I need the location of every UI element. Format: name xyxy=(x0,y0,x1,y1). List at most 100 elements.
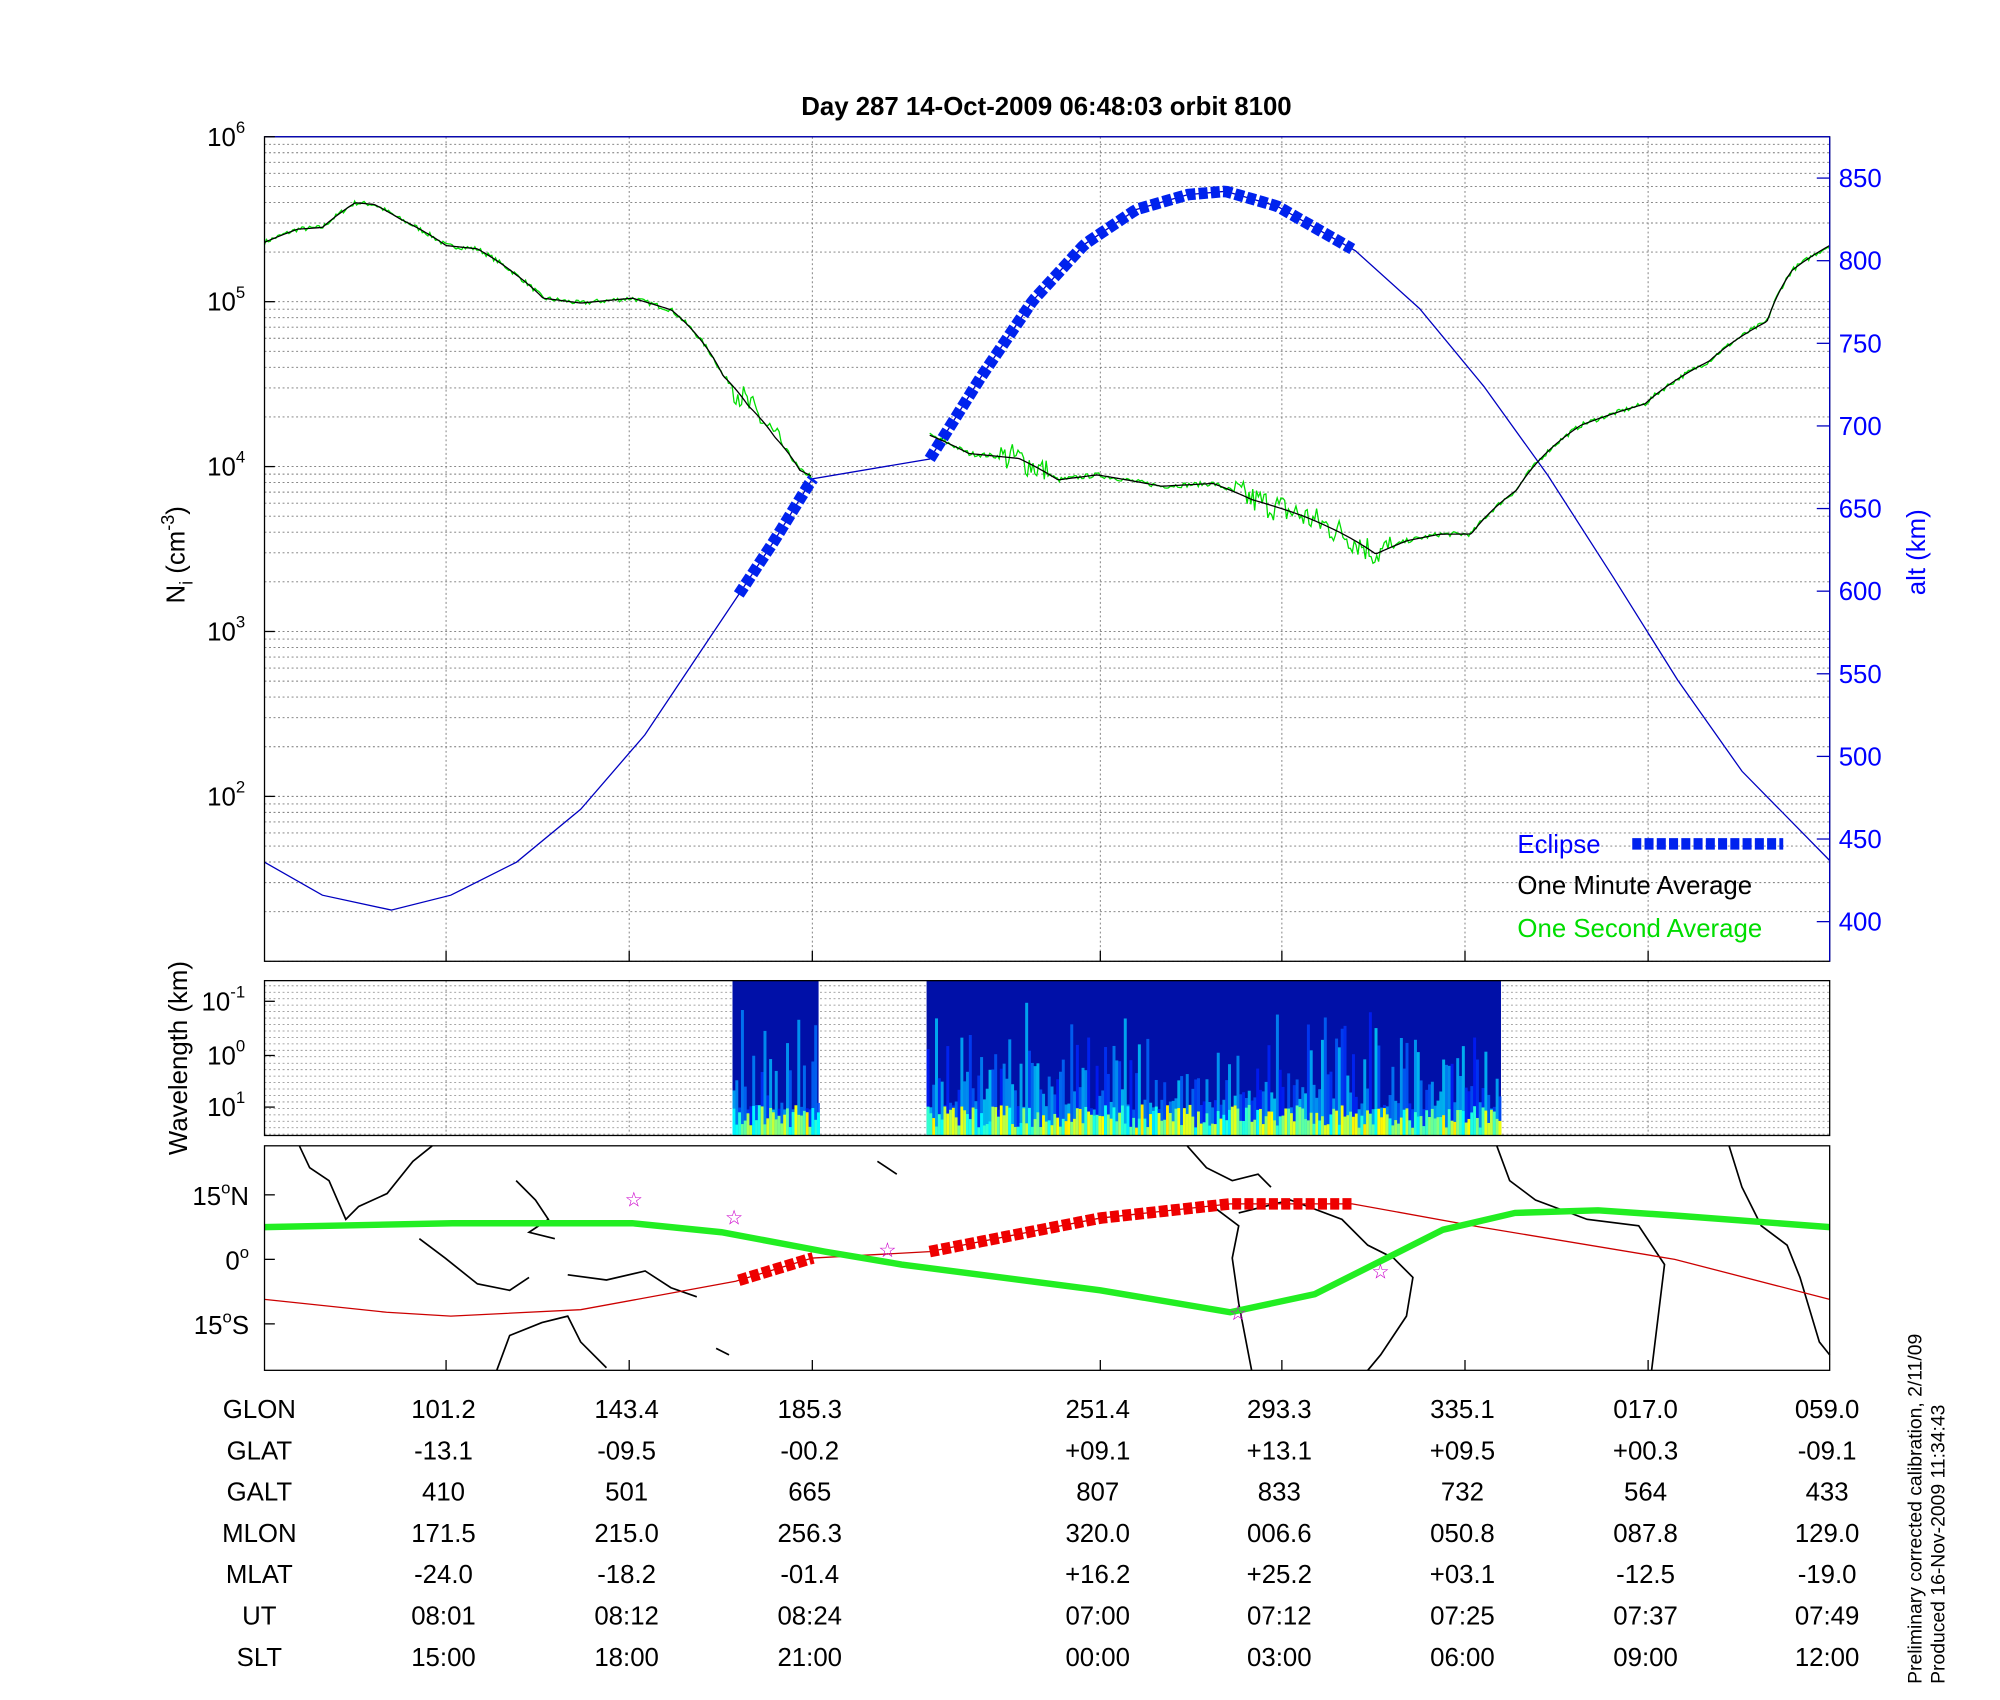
spectrogram-column-low xyxy=(1357,1127,1361,1136)
spectrogram-column xyxy=(1098,1095,1102,1136)
spectrogram-column-low xyxy=(1036,1112,1040,1136)
spectrogram-column-low xyxy=(746,1113,750,1136)
spectrogram-column-low xyxy=(1377,1108,1381,1136)
spectrogram-column-low xyxy=(1453,1121,1457,1136)
spectrogram-column-low xyxy=(1492,1111,1496,1136)
one-minute-average-line xyxy=(264,202,812,477)
spectrogram-column-low xyxy=(805,1112,809,1136)
spectrogram-column-low xyxy=(932,1118,936,1136)
spectrogram-column-low xyxy=(1216,1111,1220,1136)
spectrogram-column xyxy=(1453,1102,1457,1136)
spectrogram-column-low xyxy=(971,1107,975,1136)
table-cell: 03:00 xyxy=(1247,1644,1312,1672)
spectrogram-column-low xyxy=(1467,1118,1471,1136)
spectrogram-column-low xyxy=(755,1120,759,1136)
table-row: GALT 410 501 665 807 833 732 564 433 xyxy=(227,1479,1849,1507)
spectrogram-column xyxy=(1419,1080,1423,1136)
spectrogram-column xyxy=(1039,1089,1043,1136)
spectrogram-column xyxy=(1484,1051,1488,1136)
spectrogram-column xyxy=(1275,1014,1279,1136)
spectrogram-column xyxy=(1402,1068,1406,1136)
spectrogram-column xyxy=(769,1059,773,1136)
spectrogram-column xyxy=(988,1069,992,1136)
spectrogram-column-low xyxy=(760,1106,764,1136)
spectrogram-column-low xyxy=(1484,1110,1488,1136)
table-cell: 732 xyxy=(1441,1479,1484,1507)
spectrogram-column xyxy=(1239,1094,1243,1136)
table-cell: 101.2 xyxy=(411,1396,476,1424)
star-marker: ☆ xyxy=(1229,1302,1248,1325)
spectrogram-column xyxy=(994,1054,998,1136)
spectrogram-column-low xyxy=(974,1108,978,1136)
spectrogram-column xyxy=(1326,1074,1330,1136)
table-cell: 251.4 xyxy=(1065,1396,1130,1424)
spectrogram-column-low xyxy=(1447,1109,1451,1136)
spectrogram-column-low xyxy=(1084,1106,1088,1136)
spectrogram-column xyxy=(1377,1045,1381,1136)
row-label: UT xyxy=(242,1603,277,1631)
spectrogram-column-low xyxy=(1273,1120,1277,1136)
spectrogram-column-low xyxy=(1490,1109,1494,1136)
lat-tick-label: 15oS xyxy=(194,1308,249,1341)
table-cell: 320.0 xyxy=(1065,1520,1130,1548)
spectrogram-column xyxy=(982,1099,986,1136)
spectrogram-column-low xyxy=(771,1112,775,1136)
spectrogram-column-low xyxy=(1366,1110,1370,1136)
spectrogram-column-low xyxy=(1323,1125,1327,1136)
table-cell: -00.2 xyxy=(780,1437,839,1465)
spectrogram-column-low xyxy=(1075,1108,1079,1136)
spectrogram-column-low xyxy=(802,1110,806,1136)
spectrogram-column xyxy=(1123,1018,1127,1136)
spectrogram-column xyxy=(1160,1099,1164,1136)
spectrogram-column-low xyxy=(1343,1116,1347,1136)
spectrogram-column-low xyxy=(1019,1122,1023,1136)
spectrogram-column-low xyxy=(797,1114,801,1136)
spectrogram-column xyxy=(1185,1074,1189,1136)
star-marker: ☆ xyxy=(878,1239,897,1262)
spectrogram-column xyxy=(808,1109,812,1136)
spectrogram-column xyxy=(743,1086,747,1136)
produced-note: Produced 16-Nov-2009 11:34:43 xyxy=(1928,1405,1950,1684)
spectrogram-column xyxy=(1061,1059,1065,1136)
spectrogram-column-low xyxy=(1056,1117,1060,1136)
spectrogram-column-low xyxy=(766,1118,770,1136)
table-cell: 171.5 xyxy=(411,1520,476,1548)
spectrogram-column xyxy=(1044,1106,1048,1136)
spectrogram-column-low xyxy=(1044,1121,1048,1136)
spectrogram-column-low xyxy=(1430,1108,1434,1136)
spectrogram-column-low xyxy=(1475,1117,1479,1136)
y2-tick-label: 600 xyxy=(1839,578,1882,606)
spectrogram-column-low xyxy=(985,1124,989,1136)
spectrogram-column-low xyxy=(735,1124,739,1136)
table-cell: -12.5 xyxy=(1616,1561,1675,1589)
spectrogram-column xyxy=(985,1088,989,1136)
spectrogram-column xyxy=(1394,1100,1398,1136)
coastlines xyxy=(298,1145,1831,1371)
spectrogram-column-low xyxy=(1399,1117,1403,1136)
spectrogram-column-low xyxy=(1413,1112,1417,1136)
spectrogram-column-low xyxy=(1270,1111,1274,1136)
y2-tick-label: 500 xyxy=(1839,743,1882,771)
spectrogram-column-low xyxy=(1253,1119,1257,1136)
spectrogram-column-low xyxy=(1137,1118,1141,1136)
chart-title: Day 287 14-Oct-2009 06:48:03 orbit 8100 xyxy=(801,93,1291,121)
spectrogram-column-low xyxy=(1199,1123,1203,1136)
table-cell: -01.4 xyxy=(780,1561,839,1589)
eclipse-track-segment xyxy=(737,1252,815,1286)
table-row: MLAT -24.0 -18.2 -01.4 +16.2 +25.2 +03.1 -12.5 -… xyxy=(226,1561,1857,1589)
spectrogram-column xyxy=(1002,1063,1006,1136)
spectrogram-column-low xyxy=(1425,1110,1429,1136)
spectrogram-column-low xyxy=(1284,1108,1288,1136)
spectrogram-column xyxy=(1064,1104,1068,1136)
spectrogram-column xyxy=(752,1055,756,1136)
spectrogram-column xyxy=(1256,1068,1260,1136)
spectrogram-column-low xyxy=(1360,1115,1364,1136)
magnetic-equator-line xyxy=(264,1207,1830,1316)
spectrogram-column-low xyxy=(1461,1110,1465,1136)
map-frame xyxy=(263,1145,1831,1371)
spectrogram-column-low xyxy=(1058,1126,1062,1136)
spectrogram-column xyxy=(797,1019,801,1136)
spectrogram-column-low xyxy=(1177,1108,1181,1136)
spectrogram-column xyxy=(1025,1002,1029,1136)
y-tick-label: 103 xyxy=(207,613,245,647)
